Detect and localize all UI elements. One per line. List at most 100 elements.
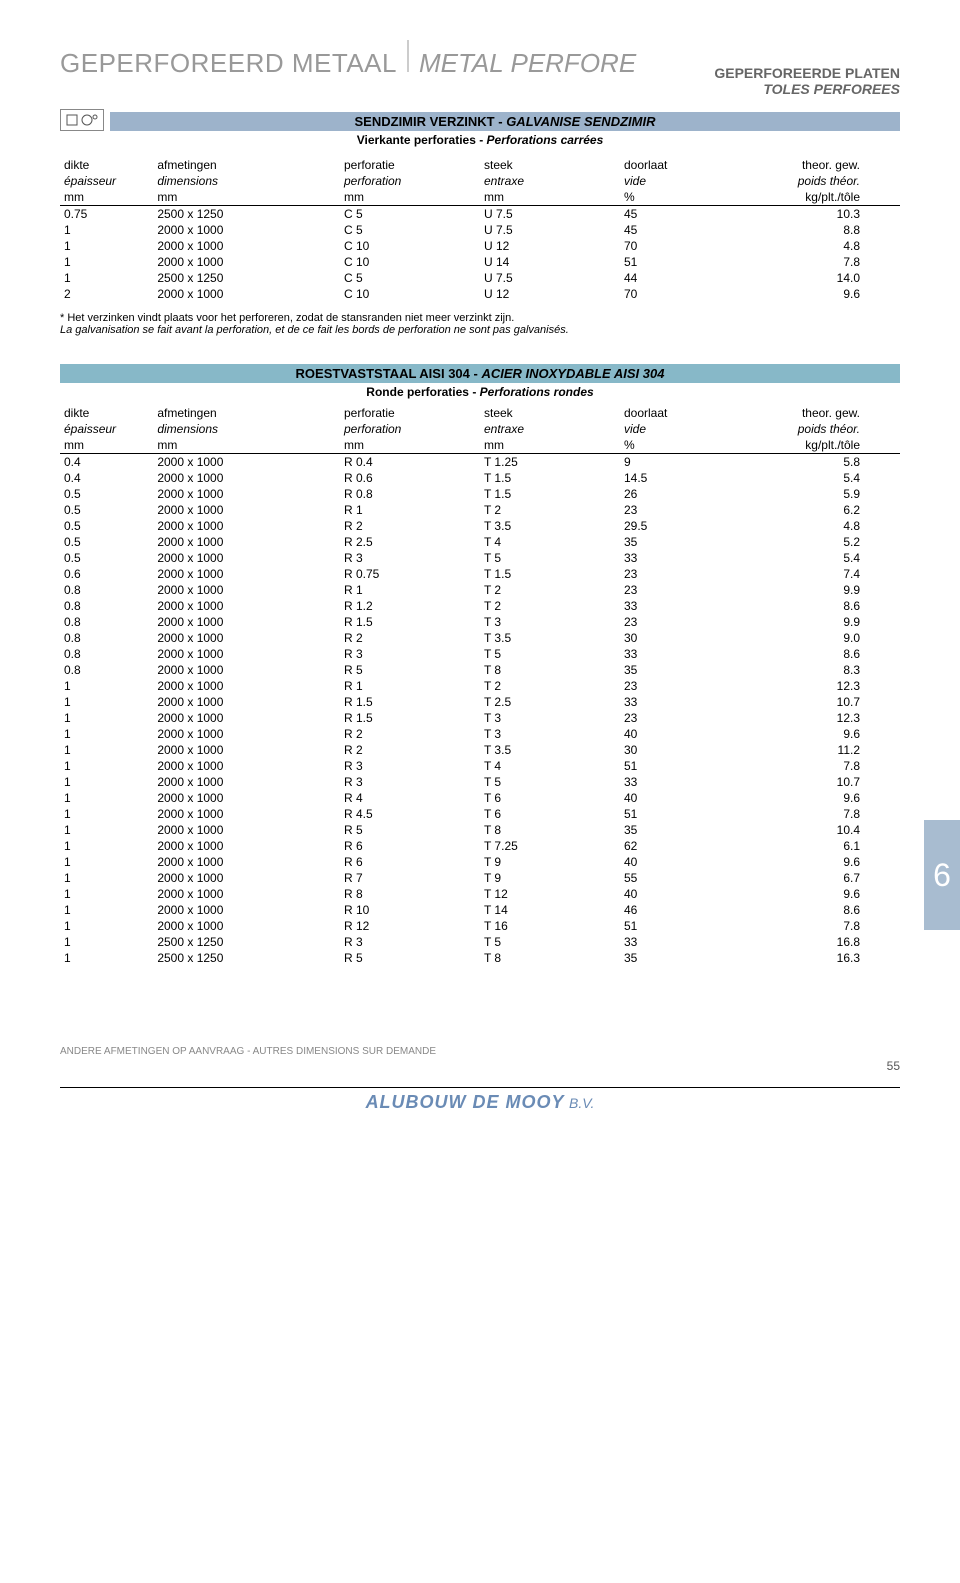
header-cell: mm bbox=[480, 189, 620, 206]
header-cell: afmetingen bbox=[153, 157, 340, 173]
table-cell: U 7.5 bbox=[480, 206, 620, 223]
perforation-icon bbox=[60, 109, 104, 131]
side-tab: 6 bbox=[924, 820, 960, 930]
table-cell: 14.0 bbox=[760, 270, 900, 286]
table-row: 12000 x 1000R 4T 6409.6 bbox=[60, 790, 900, 806]
table-cell: 1 bbox=[60, 678, 153, 694]
table-cell: 4.8 bbox=[760, 238, 900, 254]
table-cell: 30 bbox=[620, 742, 760, 758]
table-cell: 2000 x 1000 bbox=[153, 790, 340, 806]
table-cell: 1 bbox=[60, 270, 153, 286]
table-cell: 6.2 bbox=[760, 502, 900, 518]
table-cell: 7.8 bbox=[760, 806, 900, 822]
table-cell: 2500 x 1250 bbox=[153, 934, 340, 950]
table-cell: 2000 x 1000 bbox=[153, 694, 340, 710]
section1-subbar: Vierkante perforaties - Perforations car… bbox=[60, 131, 900, 153]
table-cell: U 7.5 bbox=[480, 222, 620, 238]
table-cell: 0.4 bbox=[60, 470, 153, 486]
table-cell: T 2 bbox=[480, 582, 620, 598]
logo-text: ALUBOUW DE MOOY bbox=[366, 1092, 565, 1112]
table-row: 0.82000 x 1000R 3T 5338.6 bbox=[60, 646, 900, 662]
table-cell: 9.6 bbox=[760, 726, 900, 742]
title-separator bbox=[407, 40, 409, 72]
table-cell: R 1 bbox=[340, 502, 480, 518]
table-cell: 1 bbox=[60, 742, 153, 758]
table-cell: 12.3 bbox=[760, 678, 900, 694]
header-cell: perforation bbox=[340, 421, 480, 437]
table-cell: 46 bbox=[620, 902, 760, 918]
table-cell: 8.8 bbox=[760, 222, 900, 238]
table-row: 12000 x 1000R 6T 9409.6 bbox=[60, 854, 900, 870]
section1-sub-em: Perforations carrées bbox=[487, 133, 604, 147]
table-cell: 10.3 bbox=[760, 206, 900, 223]
table-row: 0.752500 x 1250C 5U 7.54510.3 bbox=[60, 206, 900, 223]
table-row: 12000 x 1000R 1.5T 32312.3 bbox=[60, 710, 900, 726]
table-cell: 5.8 bbox=[760, 454, 900, 471]
header-cell: poids théor. bbox=[760, 173, 900, 189]
table-cell: T 8 bbox=[480, 662, 620, 678]
table-cell: 2 bbox=[60, 286, 153, 302]
table-cell: T 2 bbox=[480, 678, 620, 694]
header-cell: dikte bbox=[60, 157, 153, 173]
table-cell: 33 bbox=[620, 646, 760, 662]
section1-bar: SENDZIMIR VERZINKT - GALVANISE SENDZIMIR bbox=[110, 112, 900, 131]
table-cell: 4.8 bbox=[760, 518, 900, 534]
table-cell: T 1.5 bbox=[480, 470, 620, 486]
section2-bar: ROESTVASTSTAAL AISI 304 - ACIER INOXYDAB… bbox=[60, 364, 900, 383]
table-cell: 5.9 bbox=[760, 486, 900, 502]
table-cell: 40 bbox=[620, 790, 760, 806]
table-cell: 70 bbox=[620, 238, 760, 254]
table-cell: 44 bbox=[620, 270, 760, 286]
table-cell: 2000 x 1000 bbox=[153, 902, 340, 918]
table-cell: T 2 bbox=[480, 502, 620, 518]
table-cell: 5.2 bbox=[760, 534, 900, 550]
table-cell: 1 bbox=[60, 838, 153, 854]
table-row: 12500 x 1250R 3T 53316.8 bbox=[60, 934, 900, 950]
header-cell: perforatie bbox=[340, 157, 480, 173]
main-title-italic: METAL PERFORE bbox=[419, 48, 636, 79]
table-row: 12000 x 1000R 8T 12409.6 bbox=[60, 886, 900, 902]
table-cell: 51 bbox=[620, 758, 760, 774]
section1-bar-em: GALVANISE SENDZIMIR bbox=[506, 114, 655, 129]
table-cell: R 1.2 bbox=[340, 598, 480, 614]
table-row: 12500 x 1250C 5U 7.54414.0 bbox=[60, 270, 900, 286]
table-cell: 1 bbox=[60, 238, 153, 254]
table-cell: 0.8 bbox=[60, 614, 153, 630]
table-cell: 0.8 bbox=[60, 630, 153, 646]
table-cell: 14.5 bbox=[620, 470, 760, 486]
header-row: épaisseurdimensionsperforationentraxevid… bbox=[60, 173, 900, 189]
table-cell: 1 bbox=[60, 822, 153, 838]
table-row: 12000 x 1000R 3T 4517.8 bbox=[60, 758, 900, 774]
section2-header: ROESTVASTSTAAL AISI 304 - ACIER INOXYDAB… bbox=[60, 364, 900, 405]
table-cell: R 5 bbox=[340, 662, 480, 678]
table-cell: 0.8 bbox=[60, 646, 153, 662]
table-cell: 7.8 bbox=[760, 918, 900, 934]
table1-wrap: dikteafmetingenperforatiesteekdoorlaatth… bbox=[60, 157, 900, 302]
table-cell: T 14 bbox=[480, 902, 620, 918]
table-row: 0.52000 x 1000R 2T 3.529.54.8 bbox=[60, 518, 900, 534]
table-row: 12000 x 1000R 12T 16517.8 bbox=[60, 918, 900, 934]
header-cell: theor. gew. bbox=[760, 405, 900, 421]
table-cell: 1 bbox=[60, 870, 153, 886]
table-cell: 33 bbox=[620, 934, 760, 950]
table-cell: 55 bbox=[620, 870, 760, 886]
table-cell: 9 bbox=[620, 454, 760, 471]
header-row: épaisseurdimensionsperforationentraxevid… bbox=[60, 421, 900, 437]
section1-header: GEPERFOREERDE PLATEN TOLES PERFOREES SEN… bbox=[60, 109, 900, 153]
table-row: 12000 x 1000C 5U 7.5458.8 bbox=[60, 222, 900, 238]
table-cell: 16.8 bbox=[760, 934, 900, 950]
table-cell: T 2.5 bbox=[480, 694, 620, 710]
top-right-line2: TOLES PERFOREES bbox=[714, 81, 900, 97]
table-cell: 0.8 bbox=[60, 662, 153, 678]
table-cell: 1 bbox=[60, 934, 153, 950]
table-cell: T 3.5 bbox=[480, 630, 620, 646]
table-cell: 2000 x 1000 bbox=[153, 726, 340, 742]
table-row: 0.62000 x 1000R 0.75T 1.5237.4 bbox=[60, 566, 900, 582]
table-cell: T 5 bbox=[480, 646, 620, 662]
header-row: dikteafmetingenperforatiesteekdoorlaatth… bbox=[60, 157, 900, 173]
table-row: 0.82000 x 1000R 1.2T 2338.6 bbox=[60, 598, 900, 614]
table-cell: 1 bbox=[60, 710, 153, 726]
table-cell: 33 bbox=[620, 550, 760, 566]
table1-body: 0.752500 x 1250C 5U 7.54510.312000 x 100… bbox=[60, 206, 900, 303]
table-cell: 23 bbox=[620, 566, 760, 582]
